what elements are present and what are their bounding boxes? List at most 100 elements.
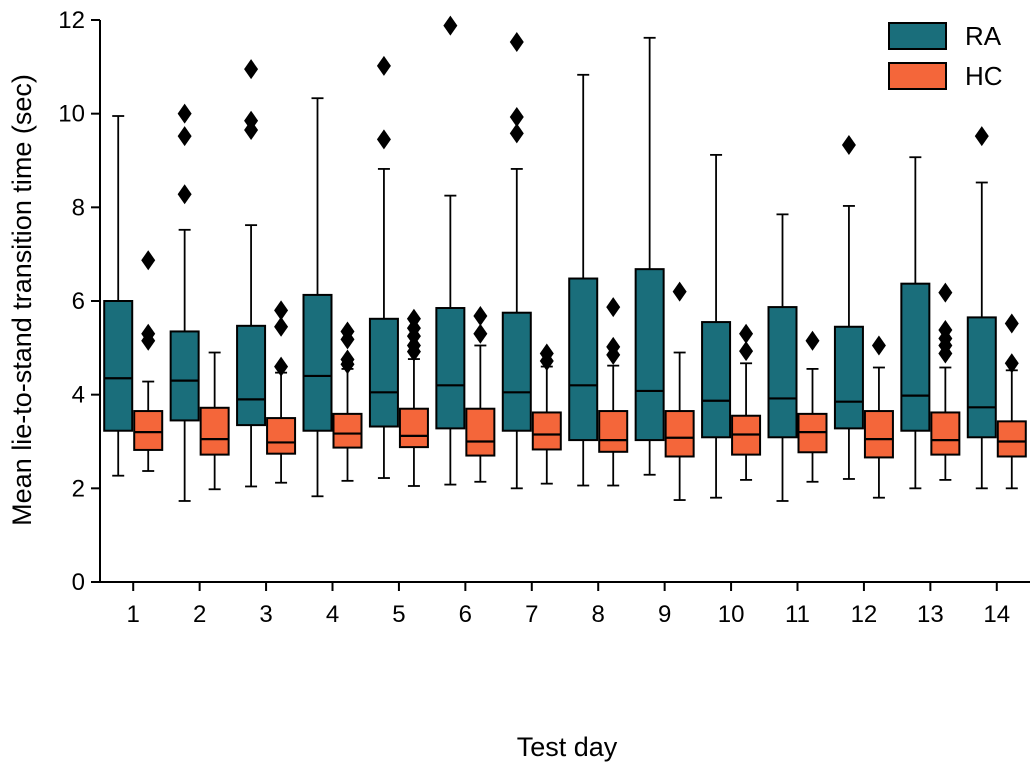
y-tick-label: 12 [58, 7, 85, 34]
iqr-box [664, 410, 695, 458]
iqr-box [236, 324, 267, 427]
iqr-box [701, 321, 732, 439]
outlier-point [274, 300, 289, 321]
box-HC-day-1 [133, 250, 164, 472]
box-HC-day-8 [598, 297, 629, 487]
iqr-box [199, 406, 230, 456]
outlier-point [177, 103, 192, 124]
box-RA-day-14 [966, 126, 997, 490]
iqr-box [598, 410, 629, 453]
box-RA-day-6 [435, 15, 466, 486]
outlier-point [606, 336, 621, 357]
outlier-point [177, 126, 192, 147]
outlier-point [244, 110, 259, 131]
outlier-point [406, 308, 421, 329]
iqr-box [103, 300, 134, 432]
iqr-box [966, 316, 997, 439]
box-RA-day-10 [701, 153, 732, 499]
y-tick-label: 10 [58, 101, 85, 128]
outlier-point [606, 297, 621, 318]
box-RA-day-3 [236, 59, 267, 488]
outlier-point [473, 323, 488, 344]
iqr-box [930, 411, 961, 456]
box-RA-day-4 [302, 97, 333, 498]
outlier-point [871, 335, 886, 356]
x-tick-label: 14 [983, 601, 1010, 628]
box-HC-day-5 [398, 308, 429, 487]
iqr-box [863, 410, 894, 459]
box-RA-day-9 [634, 36, 665, 476]
y-axis: 0 2 4 6 8 10 12 [58, 7, 101, 596]
iqr-box [133, 410, 164, 451]
box-RA-day-8 [568, 73, 599, 487]
outlier-point [274, 356, 289, 377]
outlier-point [739, 341, 754, 362]
iqr-box [435, 307, 466, 430]
y-tick-label: 6 [72, 288, 85, 315]
legend: RA HC [888, 21, 1003, 91]
iqr-box [169, 330, 200, 422]
box-RA-day-5 [368, 55, 399, 479]
x-tick-label: 4 [326, 601, 339, 628]
outlier-point [539, 343, 554, 364]
iqr-box [568, 277, 599, 442]
outlier-point [509, 123, 524, 144]
x-axis-title: Test day [517, 732, 618, 762]
outlier-point [473, 305, 488, 326]
outlier-point [1004, 313, 1019, 334]
iqr-box [634, 268, 665, 442]
iqr-box [398, 407, 429, 449]
x-tick-label: 3 [259, 601, 272, 628]
box-RA-day-12 [833, 135, 864, 480]
outlier-point [141, 250, 156, 271]
legend-swatch-HC [888, 62, 947, 90]
x-tick-label: 11 [785, 601, 810, 628]
iqr-box [900, 282, 931, 432]
box-HC-day-6 [465, 305, 496, 483]
box-HC-day-9 [664, 281, 695, 501]
box-HC-day-4 [332, 321, 363, 482]
y-tick-label: 0 [72, 569, 85, 596]
box-HC-day-14 [996, 313, 1027, 490]
outlier-point [509, 32, 524, 53]
legend-swatch-RA [888, 22, 947, 50]
x-axis: 1 2 3 4 5 6 7 8 9 10 11 12 13 14 [100, 581, 1030, 628]
outlier-point [376, 55, 391, 76]
box-HC-day-12 [863, 335, 894, 499]
box-HC-day-3 [266, 300, 297, 484]
outlier-point [938, 320, 953, 341]
outlier-point [938, 282, 953, 303]
y-tick-label: 4 [72, 382, 85, 409]
iqr-box [833, 325, 864, 430]
box-HC-day-7 [531, 343, 562, 485]
x-tick-label: 1 [127, 601, 140, 628]
y-tick-label: 8 [72, 194, 85, 221]
outlier-point [340, 321, 355, 342]
box-RA-day-11 [767, 213, 798, 502]
x-tick-label: 9 [658, 601, 671, 628]
outlier-point [376, 129, 391, 150]
box-HC-day-2 [199, 351, 230, 491]
box-HC-day-13 [930, 282, 961, 481]
x-tick-label: 13 [917, 601, 944, 628]
outlier-point [443, 15, 458, 36]
x-tick-label: 8 [592, 601, 605, 628]
outlier-point [1004, 353, 1019, 374]
box-HC-day-10 [731, 323, 762, 481]
iqr-box [501, 311, 532, 432]
iqr-box [332, 412, 363, 449]
y-axis-title: Mean lie-to-stand transition time (sec) [7, 74, 37, 526]
outlier-point [672, 281, 687, 302]
iqr-box [368, 317, 399, 428]
iqr-box [996, 420, 1027, 458]
legend-label-RA: RA [965, 21, 1002, 51]
outlier-point [805, 330, 820, 351]
y-tick-label: 2 [72, 475, 85, 502]
iqr-box [465, 407, 496, 457]
legend-label-HC: HC [965, 61, 1003, 91]
x-tick-label: 5 [392, 601, 405, 628]
box-RA-day-2 [169, 103, 200, 502]
outlier-point [509, 106, 524, 127]
iqr-box [266, 417, 297, 455]
